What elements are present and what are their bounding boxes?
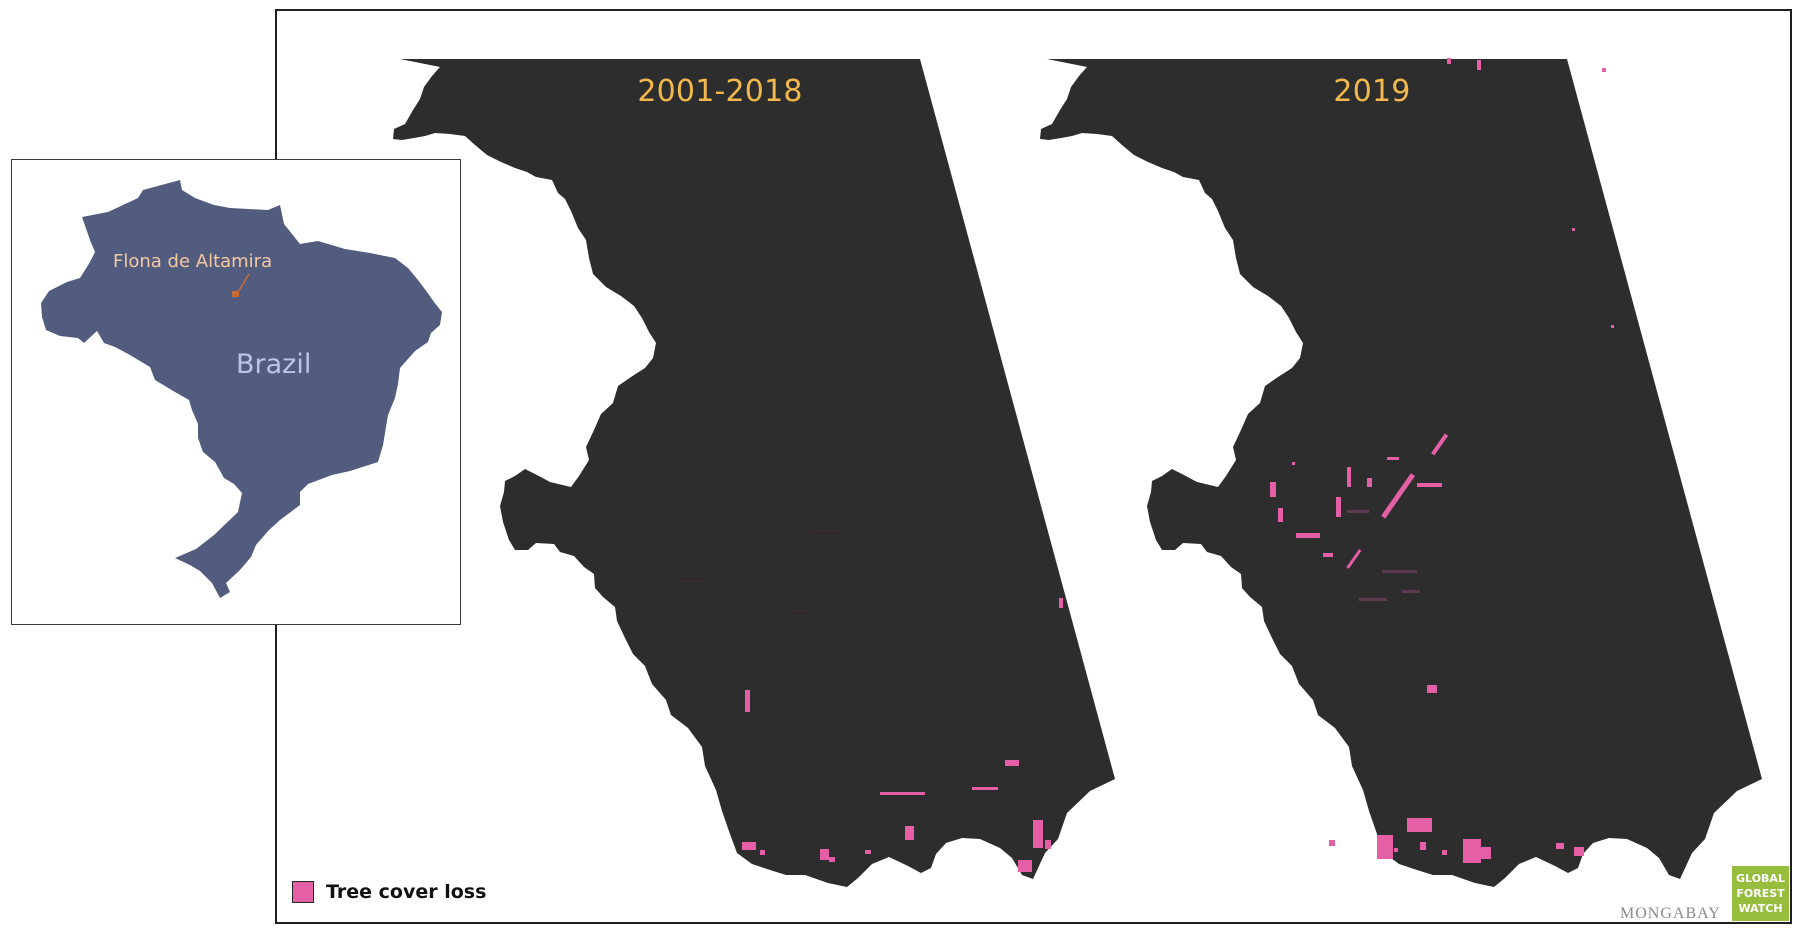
legend: Tree cover loss (292, 881, 486, 903)
gfw-logo-line-2: FOREST (1736, 887, 1785, 900)
flona-label: Flona de Altamira (113, 251, 273, 272)
inset-frame (11, 159, 461, 625)
gfw-logo: GLOBAL FOREST WATCH (1732, 866, 1789, 921)
panel-title-left: 2001-2018 (637, 74, 803, 109)
gfw-logo-line-1: GLOBAL (1736, 872, 1785, 885)
legend-label: Tree cover loss (326, 881, 487, 903)
panel-title-right: 2019 (1333, 74, 1411, 109)
map-panel-2001-2018 (393, 59, 1115, 887)
country-label: Brazil (236, 349, 312, 380)
mongabay-credit: MONGABAY (1620, 905, 1721, 922)
faint-loss-left (680, 530, 840, 612)
forest-shape-right (1040, 59, 1762, 887)
gfw-logo-line-3: WATCH (1738, 902, 1783, 915)
loss-patches-left (742, 598, 1063, 872)
legend-swatch (292, 881, 314, 903)
loss-patches-right (1270, 58, 1614, 863)
map-panel-2019 (1040, 58, 1762, 887)
faint-loss-right (1347, 510, 1420, 601)
